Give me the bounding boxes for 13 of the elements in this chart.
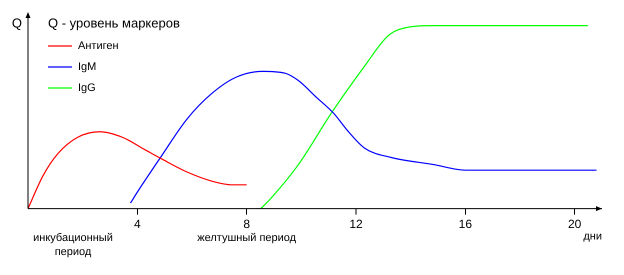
text: желтушный период xyxy=(197,232,297,244)
y-axis-title: Q xyxy=(12,16,22,31)
x-axis-title: дни xyxy=(583,230,602,243)
legend-label: Антиген xyxy=(78,40,119,52)
x-tick-label: 4 xyxy=(134,217,141,232)
legend-label: IgM xyxy=(78,61,96,74)
text: инкубационный период xyxy=(33,232,113,258)
legend-title: Q - уровень маркеров xyxy=(48,16,180,31)
legend-label: IgG xyxy=(78,82,96,94)
x-tick-label: 8 xyxy=(243,217,250,232)
x-tick-label: 12 xyxy=(349,217,363,232)
x-tick-label: 20 xyxy=(568,217,582,232)
x-tick-label: 16 xyxy=(458,217,472,232)
